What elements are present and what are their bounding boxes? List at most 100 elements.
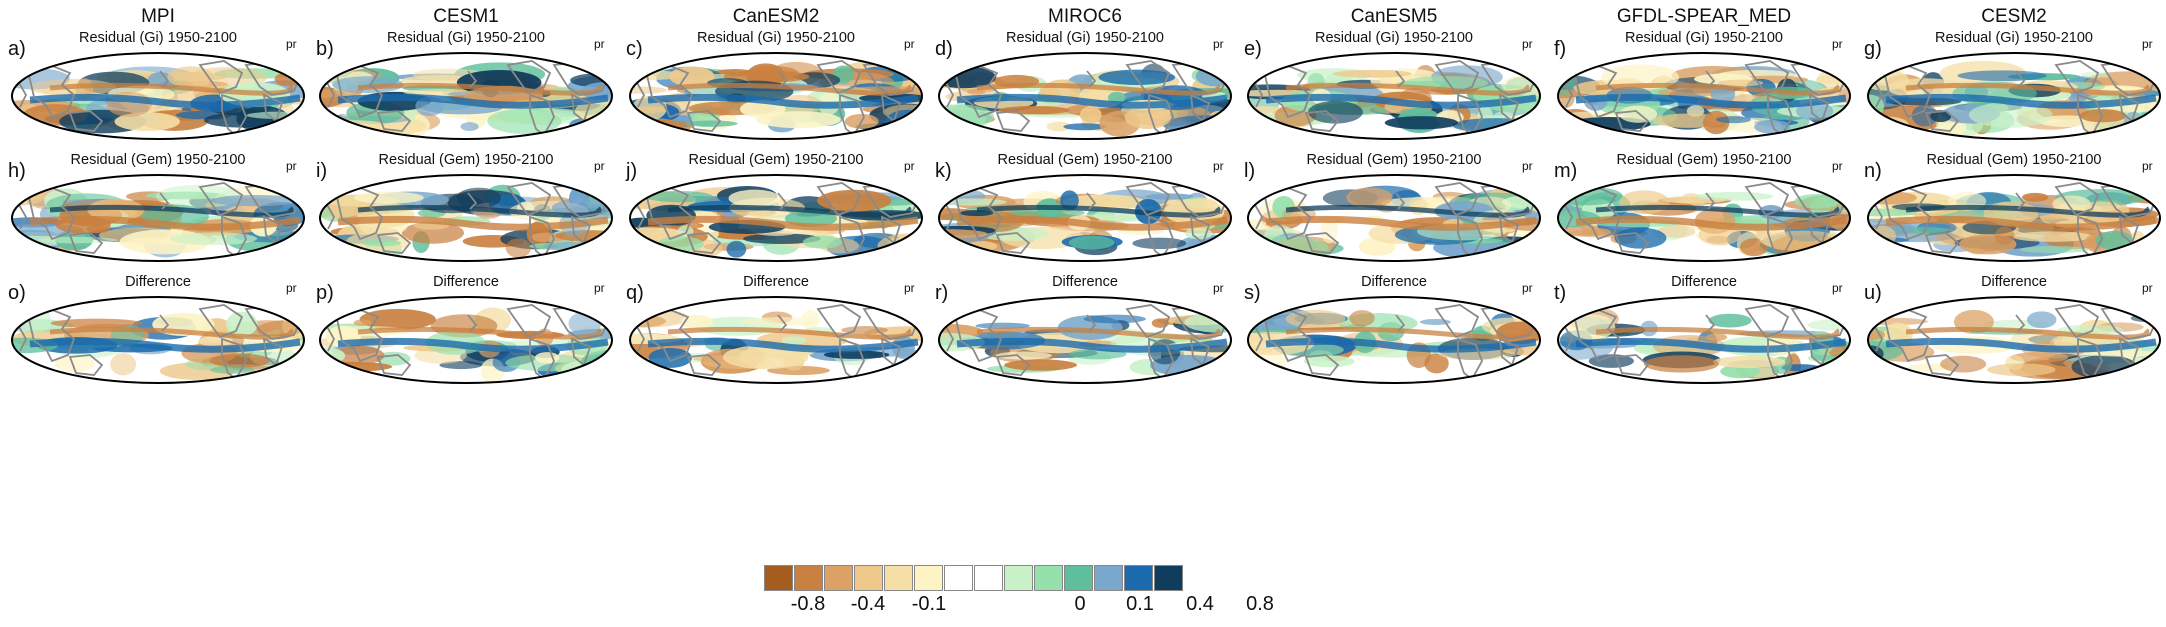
map-panel: [938, 52, 1232, 140]
colorbar-swatch: [854, 565, 883, 591]
field-shading: [1558, 186, 1850, 257]
map-panel: [319, 296, 613, 384]
map-frame: [319, 296, 613, 384]
map-frame: [938, 174, 1232, 262]
map-panel: [1247, 52, 1541, 140]
map-frame: [1557, 174, 1851, 262]
map-panel: [1557, 174, 1851, 262]
colorbar-tick-label: 0.4: [1186, 593, 1214, 615]
variable-label: pr: [1522, 159, 1533, 173]
panel-letter: b): [316, 38, 334, 60]
colorbar-tick-label: 0.8: [1246, 593, 1274, 615]
map-panel: [1247, 296, 1541, 384]
panel-title: Residual (Gem) 1950-2100: [1306, 152, 1482, 168]
panel-letter: i): [316, 160, 328, 182]
colorbar-tick-label: -0.4: [850, 593, 886, 615]
field-shading: [630, 185, 922, 261]
panel-title: Residual (Gi) 1950-2100: [1006, 30, 1164, 46]
colorbar-swatch: [824, 565, 853, 591]
map-frame: [1247, 52, 1541, 140]
panel-letter: d): [935, 38, 953, 60]
field-shading: [320, 62, 612, 139]
map-frame: [11, 52, 305, 140]
map-frame: [1247, 174, 1541, 262]
map-frame: [11, 174, 305, 262]
variable-label: pr: [1213, 281, 1224, 295]
coastlines: [1873, 304, 2158, 381]
colorbar-swatch: [1124, 565, 1153, 591]
map-panel: [629, 52, 923, 140]
model-title: MIROC6: [1048, 6, 1122, 27]
panel-letter: k): [935, 160, 952, 182]
map-frame: [319, 52, 613, 140]
colorbar-swatch: [944, 565, 973, 591]
field-shading: [1248, 306, 1540, 377]
map-panel: [319, 52, 613, 140]
colorbar-swatch: [764, 565, 793, 591]
panel-title: Residual (Gem) 1950-2100: [378, 152, 554, 168]
variable-label: pr: [286, 281, 297, 295]
map-frame: [1557, 52, 1851, 140]
map-frame: [629, 174, 923, 262]
map-frame: [1867, 52, 2161, 140]
panel-letter: p): [316, 282, 334, 304]
panel-title: Difference: [1361, 274, 1427, 290]
colorbar-swatch: [974, 565, 1003, 591]
panel-title: Residual (Gem) 1950-2100: [1616, 152, 1792, 168]
field-shading: [630, 61, 922, 136]
colorbar-tick-label: -0.8: [790, 593, 826, 615]
colorbar-swatch: [1064, 565, 1093, 591]
map-frame: [938, 52, 1232, 140]
panel-title: Residual (Gi) 1950-2100: [79, 30, 237, 46]
map-frame: [319, 174, 613, 262]
map-frame: [1867, 174, 2161, 262]
panel-letter: f): [1554, 38, 1567, 60]
map-panel: [11, 174, 305, 262]
map-panel: [629, 174, 923, 262]
colorbar-swatch: [884, 565, 913, 591]
field-shading: [12, 307, 304, 380]
field-shading: [1558, 306, 1850, 379]
field-shading: [320, 184, 612, 261]
variable-label: pr: [1832, 281, 1843, 295]
variable-label: pr: [2142, 159, 2153, 173]
panel-letter: u): [1864, 282, 1882, 304]
model-title: CESM2: [1981, 6, 2047, 27]
map-panel: [1557, 296, 1851, 384]
panel-title: Difference: [125, 274, 191, 290]
panel-letter: o): [8, 282, 26, 304]
colorbar-swatch: [794, 565, 823, 591]
panel-title: Residual (Gi) 1950-2100: [1935, 30, 2093, 46]
model-title: MPI: [141, 6, 175, 27]
panel-letter: n): [1864, 160, 1882, 182]
coastlines: [325, 304, 610, 381]
panel-letter: l): [1244, 160, 1256, 182]
field-shading: [630, 308, 922, 376]
panel-title: Residual (Gem) 1950-2100: [997, 152, 1173, 168]
panel-title: Difference: [1671, 274, 1737, 290]
colorbar-swatch: [1034, 565, 1063, 591]
field-shading: [939, 311, 1231, 377]
map-frame: [1557, 296, 1851, 384]
colorbar-swatch: [914, 565, 943, 591]
field-shading: [320, 307, 612, 383]
model-title: CESM1: [433, 6, 499, 27]
map-panel: [938, 296, 1232, 384]
variable-label: pr: [594, 37, 605, 51]
map-panel: [11, 296, 305, 384]
map-frame: [629, 52, 923, 140]
map-frame: [629, 296, 923, 384]
panel-letter: h): [8, 160, 26, 182]
panel-title: Residual (Gem) 1950-2100: [70, 152, 246, 168]
variable-label: pr: [1522, 37, 1533, 51]
map-panel: [629, 296, 923, 384]
variable-label: pr: [286, 159, 297, 173]
panel-letter: q): [626, 282, 644, 304]
panel-letter: a): [8, 38, 26, 60]
map-panel: [1867, 52, 2161, 140]
variable-label: pr: [904, 37, 915, 51]
colorbar-tick-label: -0.1: [911, 593, 947, 615]
model-title: CanESM5: [1350, 6, 1438, 27]
panel-title: Difference: [433, 274, 499, 290]
variable-label: pr: [594, 281, 605, 295]
